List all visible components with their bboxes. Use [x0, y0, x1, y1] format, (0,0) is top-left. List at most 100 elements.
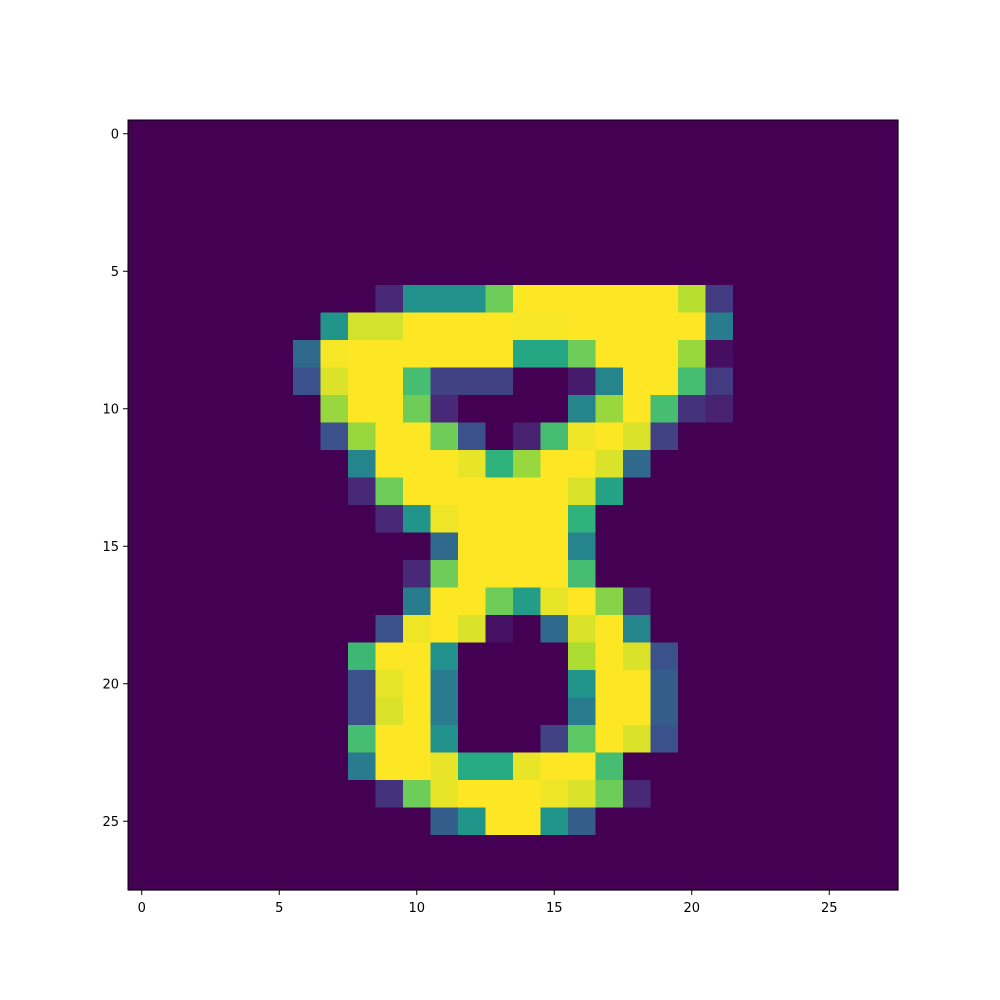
heatmap-cell	[485, 285, 514, 314]
heatmap-cell	[705, 532, 734, 561]
heatmap-cell	[540, 587, 569, 616]
heatmap-cell	[238, 257, 267, 286]
heatmap-cell	[320, 807, 349, 836]
heatmap-cell	[128, 340, 157, 369]
heatmap-cell	[678, 422, 707, 451]
heatmap-cell	[568, 505, 597, 534]
heatmap-cell	[650, 477, 679, 506]
heatmap-cell	[623, 147, 652, 176]
heatmap-cell	[238, 477, 267, 506]
heatmap-cell	[623, 395, 652, 424]
heatmap-cell	[293, 175, 322, 204]
heatmap-cell	[788, 752, 817, 781]
heatmap-cell	[485, 230, 514, 259]
heatmap-cell	[760, 175, 789, 204]
heatmap-cell	[788, 532, 817, 561]
heatmap-cell	[320, 477, 349, 506]
heatmap-cell	[733, 422, 762, 451]
heatmap-cell	[678, 615, 707, 644]
heatmap-cell	[623, 670, 652, 699]
heatmap-cell	[485, 395, 514, 424]
heatmap-cell	[375, 615, 404, 644]
heatmap-cell	[568, 615, 597, 644]
heatmap-cell	[293, 807, 322, 836]
heatmap-cell	[403, 670, 432, 699]
heatmap-cell	[320, 725, 349, 754]
heatmap-cell	[458, 367, 487, 396]
heatmap-cell	[375, 725, 404, 754]
heatmap-cell	[430, 120, 459, 149]
heatmap-cell	[595, 697, 624, 726]
heatmap-cell	[320, 450, 349, 479]
heatmap-cell	[815, 202, 844, 231]
heatmap-cell	[815, 257, 844, 286]
heatmap-cell	[458, 670, 487, 699]
heatmap-cell	[595, 340, 624, 369]
heatmap-cell	[485, 670, 514, 699]
heatmap-cell	[183, 697, 212, 726]
heatmap-cell	[870, 422, 899, 451]
heatmap-cell	[128, 670, 157, 699]
heatmap-cell	[760, 147, 789, 176]
heatmap-cell	[210, 202, 239, 231]
heatmap-cell	[128, 120, 157, 149]
heatmap-cell	[733, 175, 762, 204]
heatmap-cell	[540, 862, 569, 891]
heatmap-cell	[293, 450, 322, 479]
heatmap-cell	[183, 202, 212, 231]
heatmap-cell	[265, 120, 294, 149]
heatmap-cell	[595, 202, 624, 231]
heatmap-cell	[870, 257, 899, 286]
heatmap-cell	[650, 532, 679, 561]
heatmap-cell	[183, 175, 212, 204]
heatmap-cell	[458, 587, 487, 616]
heatmap-cell	[403, 560, 432, 589]
heatmap-cell	[568, 367, 597, 396]
heatmap-cell	[128, 752, 157, 781]
heatmap-cell	[375, 835, 404, 864]
heatmap-cell	[513, 807, 542, 836]
heatmap-cell	[348, 670, 377, 699]
heatmap-cell	[320, 587, 349, 616]
heatmap-cell	[870, 615, 899, 644]
heatmap-cell	[403, 780, 432, 809]
heatmap-cell	[815, 230, 844, 259]
heatmap-cell	[733, 670, 762, 699]
heatmap-cell	[513, 477, 542, 506]
heatmap-cell	[458, 862, 487, 891]
heatmap-cell	[293, 257, 322, 286]
heatmap-cell	[375, 202, 404, 231]
heatmap-cell	[650, 752, 679, 781]
heatmap-cell	[348, 175, 377, 204]
heatmap-cell	[870, 120, 899, 149]
heatmap-cell	[458, 697, 487, 726]
heatmap-cell	[595, 780, 624, 809]
heatmap-cell	[788, 560, 817, 589]
heatmap-cell	[843, 202, 872, 231]
heatmap-cell	[595, 285, 624, 314]
heatmap-cell	[128, 395, 157, 424]
heatmap-cell	[293, 285, 322, 314]
heatmap-cell	[650, 285, 679, 314]
heatmap-cell	[595, 422, 624, 451]
heatmap-cell	[623, 752, 652, 781]
heatmap-cell	[210, 725, 239, 754]
heatmap-cell	[485, 120, 514, 149]
heatmap-cell	[705, 450, 734, 479]
heatmap-cell	[513, 670, 542, 699]
heatmap-cell	[155, 450, 184, 479]
heatmap-cell	[238, 147, 267, 176]
heatmap-cell	[650, 615, 679, 644]
heatmap-cell	[458, 532, 487, 561]
heatmap-cell	[403, 532, 432, 561]
heatmap-cell	[430, 285, 459, 314]
heatmap-cell	[760, 587, 789, 616]
heatmap-cell	[705, 285, 734, 314]
heatmap-cell	[458, 450, 487, 479]
heatmap-cell	[513, 532, 542, 561]
heatmap-cell	[265, 477, 294, 506]
heatmap-cell	[210, 615, 239, 644]
heatmap-cell	[128, 587, 157, 616]
heatmap-cell	[733, 285, 762, 314]
heatmap-cell	[595, 670, 624, 699]
